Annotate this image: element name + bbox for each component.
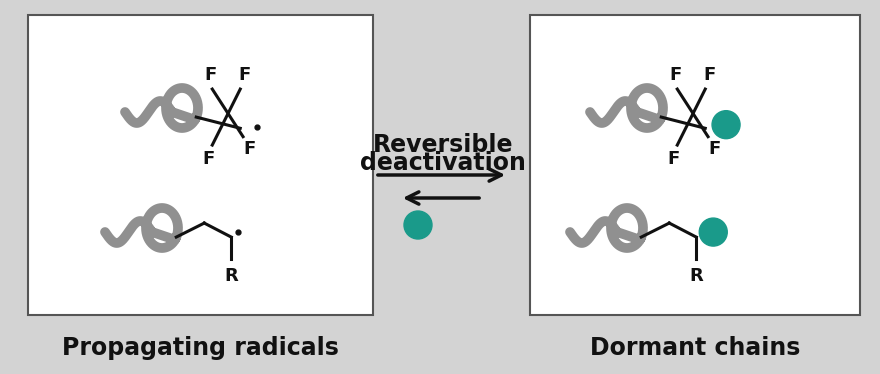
Bar [28, 15, 373, 315]
Bar [530, 15, 860, 315]
Text: R: R [224, 267, 238, 285]
Text: F: F [667, 150, 679, 168]
Text: F: F [703, 66, 715, 84]
Text: F: F [669, 66, 681, 84]
Text: F: F [204, 66, 216, 84]
Text: R: R [689, 267, 703, 285]
Text: Propagating radicals: Propagating radicals [62, 336, 339, 360]
Circle shape [700, 218, 727, 246]
Circle shape [404, 211, 432, 239]
Text: F: F [243, 140, 255, 158]
Text: F: F [708, 140, 720, 158]
Text: Dormant chains: Dormant chains [590, 336, 800, 360]
Text: F: F [202, 150, 215, 168]
Circle shape [712, 111, 740, 139]
Text: deactivation: deactivation [360, 151, 526, 175]
Text: Reversible: Reversible [373, 133, 513, 157]
Text: F: F [238, 66, 251, 84]
